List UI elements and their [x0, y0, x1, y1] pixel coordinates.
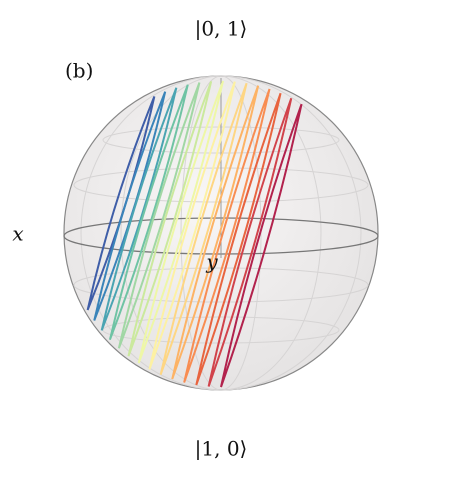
trajectory — [117, 82, 201, 349]
panel-label: (b) — [65, 59, 93, 83]
trajectory — [183, 88, 271, 383]
y-axis-label: y — [205, 250, 218, 274]
trajectory — [148, 81, 236, 370]
trajectories — [86, 80, 303, 388]
trajectory — [171, 85, 260, 380]
trajectory — [108, 84, 189, 341]
trajectory — [127, 80, 213, 357]
trajectory — [159, 82, 248, 376]
bottom-state-label: |1, 0⟩ — [195, 437, 248, 462]
trajectory — [220, 103, 303, 388]
trajectory — [100, 87, 178, 331]
trajectory — [207, 97, 293, 387]
trajectory — [93, 91, 167, 321]
trajectory — [86, 96, 156, 311]
trajectory — [195, 92, 282, 386]
trajectory — [137, 80, 225, 364]
x-axis-label: x — [12, 222, 23, 246]
top-state-label: |0, 1⟩ — [195, 17, 248, 42]
